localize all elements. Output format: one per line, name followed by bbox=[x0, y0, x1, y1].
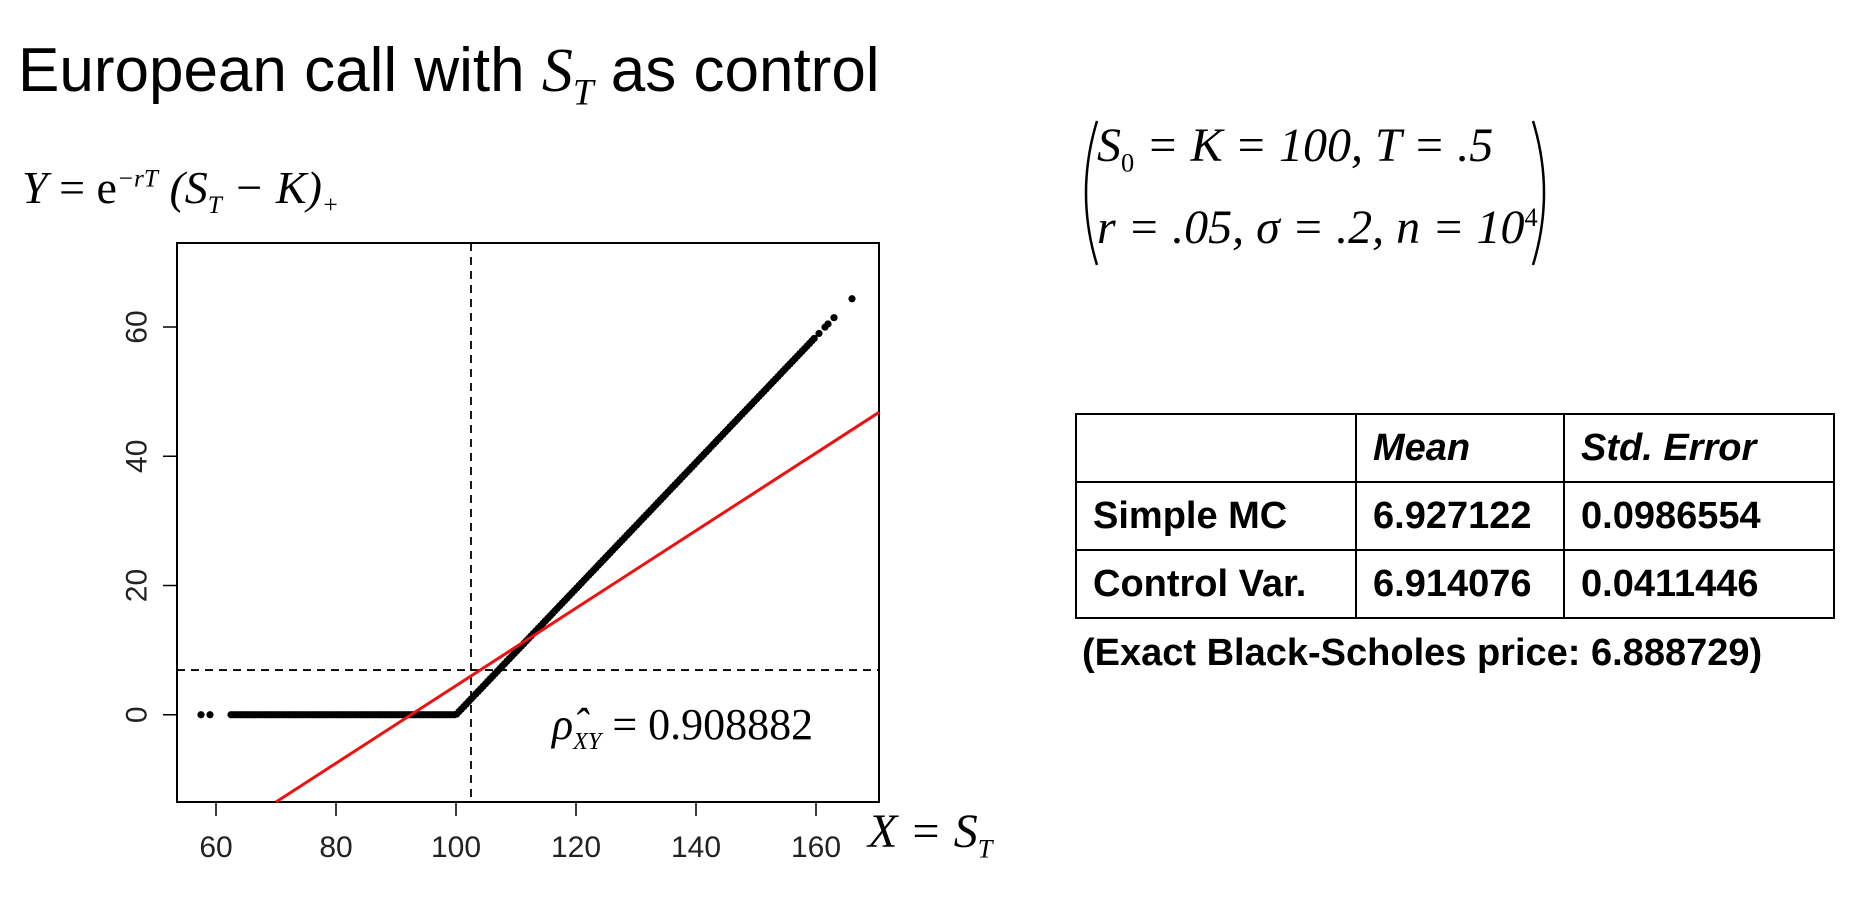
params-s-sub: 0 bbox=[1121, 147, 1135, 178]
table-header-mean: Mean bbox=[1355, 413, 1565, 483]
rho-value: = 0.908882 bbox=[601, 700, 814, 749]
y-formula-eq: = e bbox=[47, 162, 117, 213]
table-row: Simple MC 6.927122 0.0986554 bbox=[1075, 481, 1835, 551]
rho-symbol: ρ̂ bbox=[552, 700, 574, 749]
y-formula-lhs: Y bbox=[22, 162, 48, 213]
row-stderr: 0.0411446 bbox=[1563, 549, 1835, 619]
title-math-sub: T bbox=[572, 72, 594, 114]
slide-title: European call with ST as control bbox=[18, 40, 880, 112]
x-formula: X = ST bbox=[868, 808, 992, 862]
payoff-point bbox=[848, 295, 856, 303]
title-math-s: S bbox=[541, 37, 573, 105]
payoff-point bbox=[824, 320, 832, 328]
table-header-stderr: Std. Error bbox=[1563, 413, 1835, 483]
plot-frame bbox=[176, 242, 880, 803]
title-math: ST bbox=[541, 37, 594, 111]
reference-lines bbox=[177, 243, 879, 802]
row-mean: 6.927122 bbox=[1355, 481, 1565, 551]
payoff-point bbox=[197, 711, 205, 719]
y-tick-label: 20 bbox=[121, 569, 154, 602]
params-s: S bbox=[1097, 119, 1121, 172]
title-suffix: as control bbox=[593, 36, 880, 105]
params-line2-text: r = .05, σ = .2, n = 10 bbox=[1097, 201, 1525, 254]
parameter-parentheses bbox=[1084, 120, 1546, 266]
table-header-empty bbox=[1075, 413, 1357, 483]
table-row: Control Var. 6.914076 0.0411446 bbox=[1075, 549, 1835, 619]
row-label: Control Var. bbox=[1075, 549, 1357, 619]
axes: 60 80 100 120 140 160 0 20 40 60 bbox=[121, 310, 842, 864]
row-label: Simple MC bbox=[1075, 481, 1357, 551]
title-text: European call with bbox=[18, 36, 542, 105]
params-line-1: S0 = K = 100, T = .5 bbox=[1097, 122, 1493, 176]
black-scholes-note: (Exact Black-Scholes price: 6.888729) bbox=[1082, 632, 1763, 674]
y-formula-sub: T bbox=[207, 191, 222, 220]
parameters-box: S0 = K = 100, T = .5 r = .05, σ = .2, n … bbox=[1075, 118, 1555, 268]
results-table: Mean Std. Error Simple MC 6.927122 0.098… bbox=[1075, 413, 1835, 619]
y-formula-paren: (S bbox=[157, 162, 208, 213]
x-tick-label: 120 bbox=[551, 831, 601, 864]
payoff-points bbox=[197, 295, 856, 719]
regression-line bbox=[275, 411, 880, 804]
payoff-point bbox=[815, 329, 823, 338]
regression-line-group bbox=[275, 411, 880, 804]
params-line1-rest: = K = 100, T = .5 bbox=[1134, 119, 1494, 172]
x-tick-label: 60 bbox=[199, 831, 232, 864]
x-tick-label: 100 bbox=[431, 831, 481, 864]
payoff-point bbox=[206, 711, 214, 719]
payoff-point bbox=[810, 334, 818, 343]
y-tick-label: 0 bbox=[121, 706, 154, 723]
params-exp: 4 bbox=[1524, 202, 1538, 232]
y-formula: Y = e−rT (ST − K)+ bbox=[22, 165, 339, 218]
row-mean: 6.914076 bbox=[1355, 549, 1565, 619]
y-formula-plus: + bbox=[321, 191, 339, 220]
row-stderr: 0.0986554 bbox=[1563, 481, 1835, 551]
x-formula-sub: T bbox=[977, 833, 993, 864]
rho-annotation: ρ̂XY = 0.908882 bbox=[552, 703, 813, 754]
x-formula-lhs: X bbox=[868, 805, 898, 858]
params-line-2: r = .05, σ = .2, n = 104 bbox=[1097, 204, 1538, 252]
x-formula-eq: = S bbox=[897, 805, 978, 858]
x-tick-label: 80 bbox=[319, 831, 352, 864]
y-tick-label: 60 bbox=[121, 310, 154, 343]
x-tick-label: 140 bbox=[671, 831, 721, 864]
y-formula-exp: −rT bbox=[116, 164, 158, 193]
y-tick-label: 40 bbox=[121, 440, 154, 473]
y-formula-rest: − K) bbox=[221, 162, 322, 213]
payoff-point bbox=[830, 314, 838, 322]
rho-sub: XY bbox=[573, 727, 602, 755]
table-header-row: Mean Std. Error bbox=[1075, 413, 1835, 483]
x-tick-label: 160 bbox=[791, 831, 841, 864]
